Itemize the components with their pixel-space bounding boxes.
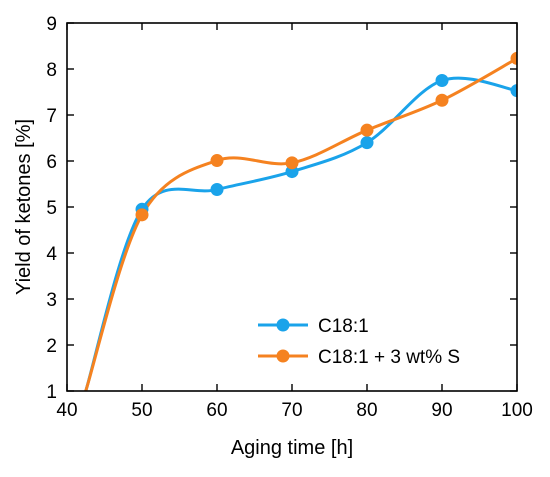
data-point-c18-1-3-wt-s-50	[135, 208, 149, 222]
legend: C18:1 C18:1 + 3 wt% S	[258, 316, 460, 368]
series-line-c18-1-3-wt-s	[84, 56, 517, 391]
data-point-c18-1-3-wt-s-60	[210, 154, 224, 168]
data-point-c18-1-3-wt-s-90	[435, 93, 449, 107]
legend-swatch-marker-c18-1-s	[276, 349, 290, 363]
legend-label-c18-1: C18:1	[318, 316, 369, 337]
series-line-c18-1	[84, 76, 517, 391]
y-tick-label-3: 3	[46, 290, 57, 311]
y-tick-label-1: 1	[46, 382, 57, 403]
data-point-c18-1-100	[510, 84, 517, 98]
x-tick-label-70: 70	[281, 400, 302, 421]
x-tick-label-50: 50	[131, 400, 152, 421]
y-tick-label-5: 5	[46, 198, 57, 219]
legend-label-c18-1-plus-s: C18:1 + 3 wt% S	[318, 347, 460, 368]
data-point-c18-1-3-wt-s-100	[510, 51, 517, 65]
x-tick-label-40: 40	[56, 400, 77, 421]
y-tick-label-8: 8	[46, 60, 57, 81]
y-axis-title: Yield of ketones [%]	[13, 119, 35, 295]
data-point-c18-1-3-wt-s-80	[360, 123, 374, 137]
series-layer	[84, 51, 517, 391]
data-point-c18-1-80	[360, 136, 374, 150]
y-tick-label-4: 4	[46, 244, 57, 265]
legend-swatch-marker-c18-1	[276, 318, 290, 332]
x-axis-title: Aging time [h]	[231, 437, 353, 459]
y-tick-label-7: 7	[46, 106, 57, 127]
y-tick-label-6: 6	[46, 152, 57, 173]
ticks-layer: 40 50 60 70 80 90 100 1 2 3 4 5 6 7 8 9	[46, 14, 532, 421]
x-tick-label-100: 100	[501, 400, 533, 421]
x-tick-label-90: 90	[431, 400, 452, 421]
data-point-c18-1-60	[210, 183, 224, 197]
data-point-c18-1-90	[435, 74, 449, 87]
y-tick-label-2: 2	[46, 336, 57, 357]
x-tick-label-60: 60	[206, 400, 227, 421]
y-tick-label-9: 9	[46, 14, 57, 35]
x-tick-label-80: 80	[356, 400, 377, 421]
data-point-c18-1-3-wt-s-70	[285, 156, 299, 170]
